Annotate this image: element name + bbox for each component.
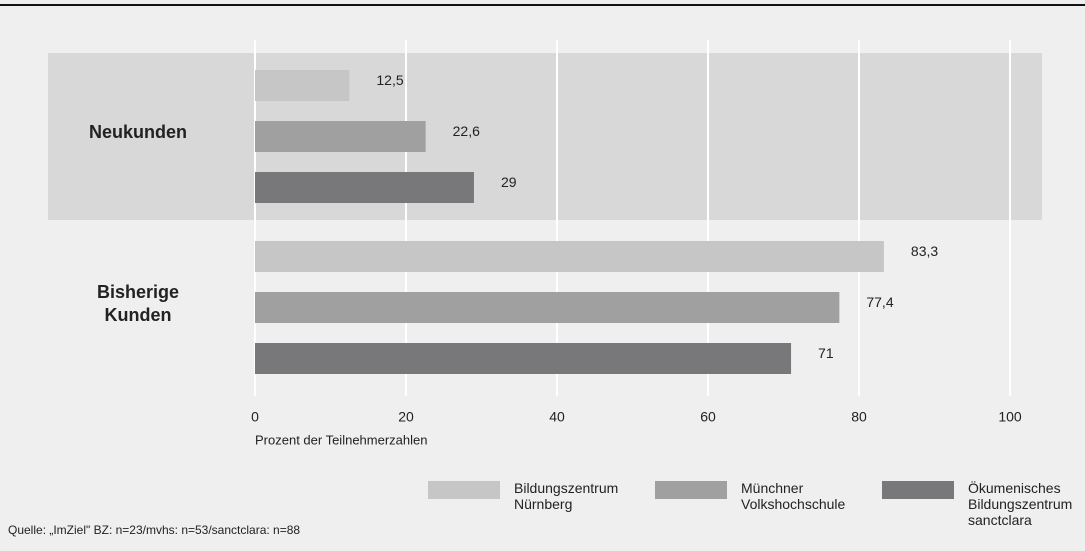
x-tick-label: 80 [851, 409, 867, 425]
x-tick-label: 20 [398, 409, 414, 425]
legend-label: Münchner Volkshochschule [741, 480, 846, 512]
top-rule [0, 4, 1085, 6]
value-label: 83,3 [911, 243, 938, 259]
x-tick-label: 100 [998, 409, 1022, 425]
group-band [48, 53, 1042, 220]
x-axis-label: Prozent der Teilnehmerzahlen [255, 432, 427, 447]
x-tick-label: 0 [251, 409, 259, 425]
bar [255, 70, 350, 101]
value-label: 22,6 [453, 123, 480, 139]
legend-label: Bildungszentrum Nürnberg [514, 480, 619, 512]
value-label: 77,4 [866, 294, 893, 310]
source: Quelle: „ImZiel" BZ: n=23/mvhs: n=53/san… [8, 523, 300, 537]
legend-swatch [655, 481, 727, 499]
legend-swatch [882, 481, 954, 499]
bar [255, 121, 426, 152]
bar [255, 241, 884, 272]
x-tick-label: 60 [700, 409, 716, 425]
x-tick-label: 40 [549, 409, 565, 425]
category-label: Neukunden [88, 122, 187, 142]
value-label: 29 [501, 174, 517, 190]
legend-label: Ökumenisches Bildungszentrum sanctclara [968, 480, 1073, 528]
category-label: Bisherige Kunden [96, 281, 180, 325]
bar [255, 343, 792, 374]
value-label: 12,5 [376, 72, 403, 88]
bar [255, 172, 474, 203]
bar [255, 292, 840, 323]
legend-swatch [428, 481, 500, 499]
value-label: 71 [818, 345, 834, 361]
